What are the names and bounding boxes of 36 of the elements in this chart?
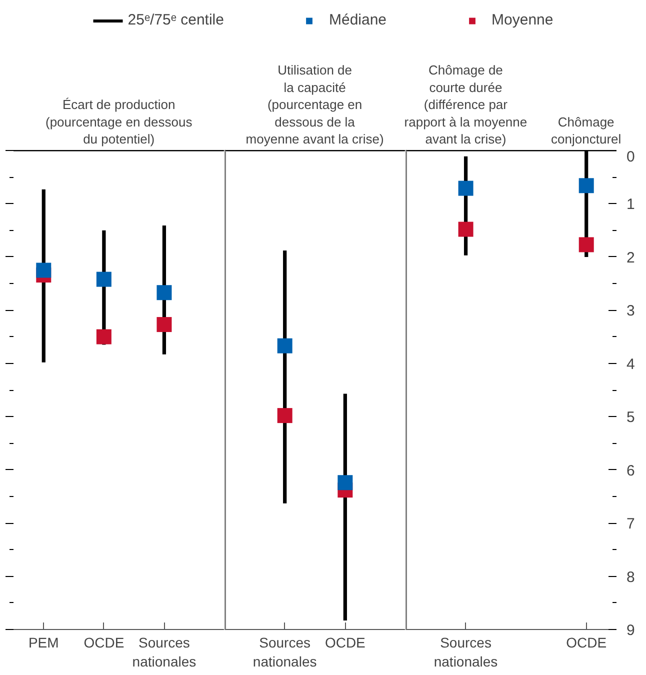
chart-title: Utilisation de la capacité (pourcentage en dessous de la moyenne avant la crise) — [246, 62, 384, 146]
y-tick-label: 6 — [626, 462, 635, 480]
y-tick-label: 8 — [626, 568, 635, 586]
x-tick-label: OCDE — [566, 634, 607, 650]
x-tick-label: Sources nationales — [434, 634, 498, 670]
point — [458, 222, 474, 237]
y-tick-label: 5 — [626, 409, 635, 426]
y-tick-label: 2 — [626, 249, 635, 266]
y-tick-label: 1 — [626, 196, 635, 214]
chart-title: Écart de production (pourcentage en dessous du potentiel) — [45, 97, 193, 146]
x-tick-label: Sources nationales — [132, 634, 196, 670]
legend-label: Moyenne — [492, 12, 554, 28]
x-tick-label: OCDE — [324, 634, 366, 650]
point — [96, 329, 112, 344]
x-tick-label: Sources nationales — [252, 634, 317, 670]
legend-label: 25ᵉ/75ᵉ centile — [128, 12, 224, 28]
point — [277, 408, 292, 424]
y-tick-label: 4 — [626, 356, 635, 373]
legend-label: Médiane — [328, 12, 387, 28]
point — [578, 237, 594, 252]
point — [36, 262, 52, 278]
y-tick-label: 9 — [626, 622, 635, 639]
y-tick-label: 3 — [626, 302, 635, 320]
point — [338, 475, 353, 490]
text: Chômage conjoncturel — [551, 114, 622, 146]
point — [156, 285, 172, 300]
point — [277, 338, 292, 354]
x-tick-label: PEM — [28, 634, 59, 650]
x-tick-label: OCDE — [84, 634, 124, 650]
y-tick-label: 0 — [626, 148, 635, 166]
point — [156, 317, 172, 332]
y-tick-label: 7 — [626, 516, 635, 533]
text: Chômage de courte durée (différence par rapport à la moyenne avant la crise) — [404, 62, 528, 146]
point — [96, 272, 112, 287]
point — [578, 178, 594, 194]
point — [458, 180, 474, 196]
